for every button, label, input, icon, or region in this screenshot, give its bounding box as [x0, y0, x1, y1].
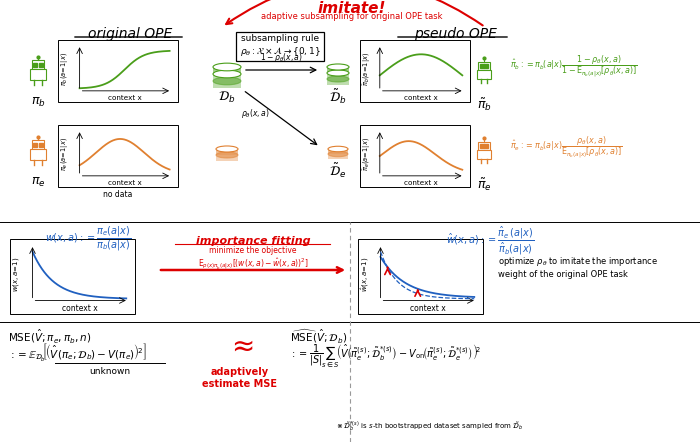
Text: $\tilde{\mathcal{D}}_b$: $\tilde{\mathcal{D}}_b$: [330, 87, 346, 106]
Text: $\hat{w}(x,a\!=\!1)$: $\hat{w}(x,a\!=\!1)$: [359, 256, 370, 292]
Text: $\mathrm{E}_{p(x)\pi_b(a|x)}[(w(x,a)-\hat{w}(x,a))^2]$: $\mathrm{E}_{p(x)\pi_b(a|x)}[(w(x,a)-\ha…: [197, 256, 309, 271]
Bar: [360, 40, 470, 102]
Text: imitate!: imitate!: [318, 1, 386, 16]
Ellipse shape: [327, 76, 349, 82]
Ellipse shape: [213, 70, 241, 78]
Text: adaptive subsampling for original OPE task: adaptive subsampling for original OPE ta…: [261, 12, 442, 21]
Bar: [213, 67, 241, 74]
Text: $\tilde{\pi}_e$: $\tilde{\pi}_e$: [477, 176, 491, 193]
Text: context x: context x: [410, 304, 445, 313]
Bar: [32, 60, 44, 70]
Text: no data: no data: [104, 190, 133, 199]
Ellipse shape: [216, 152, 238, 158]
Bar: [328, 149, 348, 154]
Text: $\hat{w}(x,a) := \dfrac{\hat{\pi}_e\,(a|x)}{\hat{\pi}_b(a|x)}$: $\hat{w}(x,a) := \dfrac{\hat{\pi}_e\,(a|…: [446, 225, 534, 258]
Bar: [327, 67, 349, 73]
Bar: [58, 40, 178, 102]
Text: minimize the objective: minimize the objective: [209, 246, 297, 255]
Bar: [478, 61, 489, 70]
Text: $w(x,a) := \dfrac{\pi_e(a|x)}{\pi_b(a|x)}$: $w(x,a) := \dfrac{\pi_e(a|x)}{\pi_b(a|x)…: [45, 225, 132, 253]
Text: $w(x,a\!=\!1)$: $w(x,a\!=\!1)$: [11, 256, 21, 292]
Bar: [216, 155, 238, 161]
Bar: [32, 140, 44, 150]
Text: context x: context x: [108, 180, 141, 187]
Text: importance fitting: importance fitting: [196, 236, 310, 246]
Ellipse shape: [328, 146, 348, 152]
Text: $\divideontimes\;\tilde{\mathcal{D}}_b^{*(s)}$ is $s$-th bootstrapped dataset sa: $\divideontimes\;\tilde{\mathcal{D}}_b^{…: [337, 420, 524, 434]
Text: $\mathrm{MSE}(\hat{V};\pi_e,\pi_b,n)$: $\mathrm{MSE}(\hat{V};\pi_e,\pi_b,n)$: [8, 327, 91, 345]
Ellipse shape: [327, 64, 349, 70]
Text: adaptively
estimate MSE: adaptively estimate MSE: [202, 367, 277, 389]
Text: $\tilde{\pi}_b$: $\tilde{\pi}_b$: [477, 96, 491, 113]
Text: $\pi_e$: $\pi_e$: [31, 176, 46, 189]
Text: $\tilde{\pi}_e(a\!=\!1|x)$: $\tilde{\pi}_e(a\!=\!1|x)$: [361, 137, 373, 171]
Bar: [477, 69, 491, 79]
Text: subsampling rule
$\rho_\theta : \mathcal{X} \times \mathcal{A} \rightarrow \{0,1: subsampling rule $\rho_\theta : \mathcal…: [239, 34, 321, 58]
Bar: [213, 81, 241, 88]
Ellipse shape: [213, 63, 241, 71]
Text: $\pi_b$: $\pi_b$: [31, 96, 46, 109]
Text: original OPE: original OPE: [88, 27, 172, 41]
Text: context x: context x: [108, 95, 141, 101]
Bar: [30, 69, 46, 80]
Text: $\pi_e(a\!=\!1|x)$: $\pi_e(a\!=\!1|x)$: [60, 137, 70, 171]
Bar: [213, 74, 241, 81]
Bar: [58, 125, 178, 187]
Ellipse shape: [328, 151, 348, 157]
Text: $1-\rho_\theta(x,a)$: $1-\rho_\theta(x,a)$: [260, 51, 302, 64]
Text: pseudo OPE: pseudo OPE: [414, 27, 496, 41]
Bar: [477, 149, 491, 159]
Text: unknown: unknown: [90, 367, 131, 376]
Ellipse shape: [216, 146, 238, 152]
Text: optimize $\rho_\theta$ to imitate the importance
weight of the original OPE task: optimize $\rho_\theta$ to imitate the im…: [498, 255, 658, 279]
Ellipse shape: [213, 77, 241, 85]
Text: $:= \dfrac{1}{|S|}\!\sum_{s\in S}\!\left(\hat{V}\!\left(\tilde{\pi}_e^{(s)};\til: $:= \dfrac{1}{|S|}\!\sum_{s\in S}\!\left…: [290, 343, 482, 370]
Text: context x: context x: [62, 304, 97, 313]
Text: $:= \mathbb{E}_{\mathcal{D}_b}\!\left[\!\left(\hat{V}(\pi_e;\mathcal{D}_b)-V(\pi: $:= \mathbb{E}_{\mathcal{D}_b}\!\left[\!…: [8, 342, 147, 364]
Text: context x: context x: [404, 95, 438, 101]
Text: $\tilde{\mathcal{D}}_e$: $\tilde{\mathcal{D}}_e$: [330, 161, 346, 179]
Bar: [358, 239, 483, 314]
Bar: [327, 79, 349, 85]
Bar: [328, 154, 348, 159]
Text: $\hat{\pi}_b := \pi_b(a|x)\dfrac{1-\rho_\theta(x,a)}{1-\mathrm{E}_{\pi_b(a|x)}\l: $\hat{\pi}_b := \pi_b(a|x)\dfrac{1-\rho_…: [510, 53, 638, 79]
Bar: [360, 125, 470, 187]
Text: $\approx$: $\approx$: [226, 332, 254, 360]
Text: context x: context x: [404, 180, 438, 187]
Bar: [478, 141, 489, 150]
Text: $\hat{\pi}_e := \pi_b(a|x)\dfrac{\rho_\theta(x,a)}{\mathrm{E}_{\pi_b(a|x)}\left[: $\hat{\pi}_e := \pi_b(a|x)\dfrac{\rho_\t…: [510, 134, 623, 160]
Bar: [30, 149, 46, 160]
Text: $\mathcal{D}_b$: $\mathcal{D}_b$: [218, 90, 236, 105]
Text: $\pi_b(a\!=\!1|x)$: $\pi_b(a\!=\!1|x)$: [60, 52, 70, 86]
Ellipse shape: [327, 70, 349, 76]
Bar: [216, 149, 238, 155]
Text: $\widehat{\mathrm{MSE}}(\hat{V};\mathcal{D}_b)$: $\widehat{\mathrm{MSE}}(\hat{V};\mathcal…: [290, 327, 347, 345]
Bar: [10, 239, 135, 314]
Text: $\rho_\theta(x,a)$: $\rho_\theta(x,a)$: [241, 107, 270, 121]
Bar: [327, 73, 349, 79]
Text: $\tilde{\pi}_b(a\!=\!1|x)$: $\tilde{\pi}_b(a\!=\!1|x)$: [361, 52, 373, 86]
